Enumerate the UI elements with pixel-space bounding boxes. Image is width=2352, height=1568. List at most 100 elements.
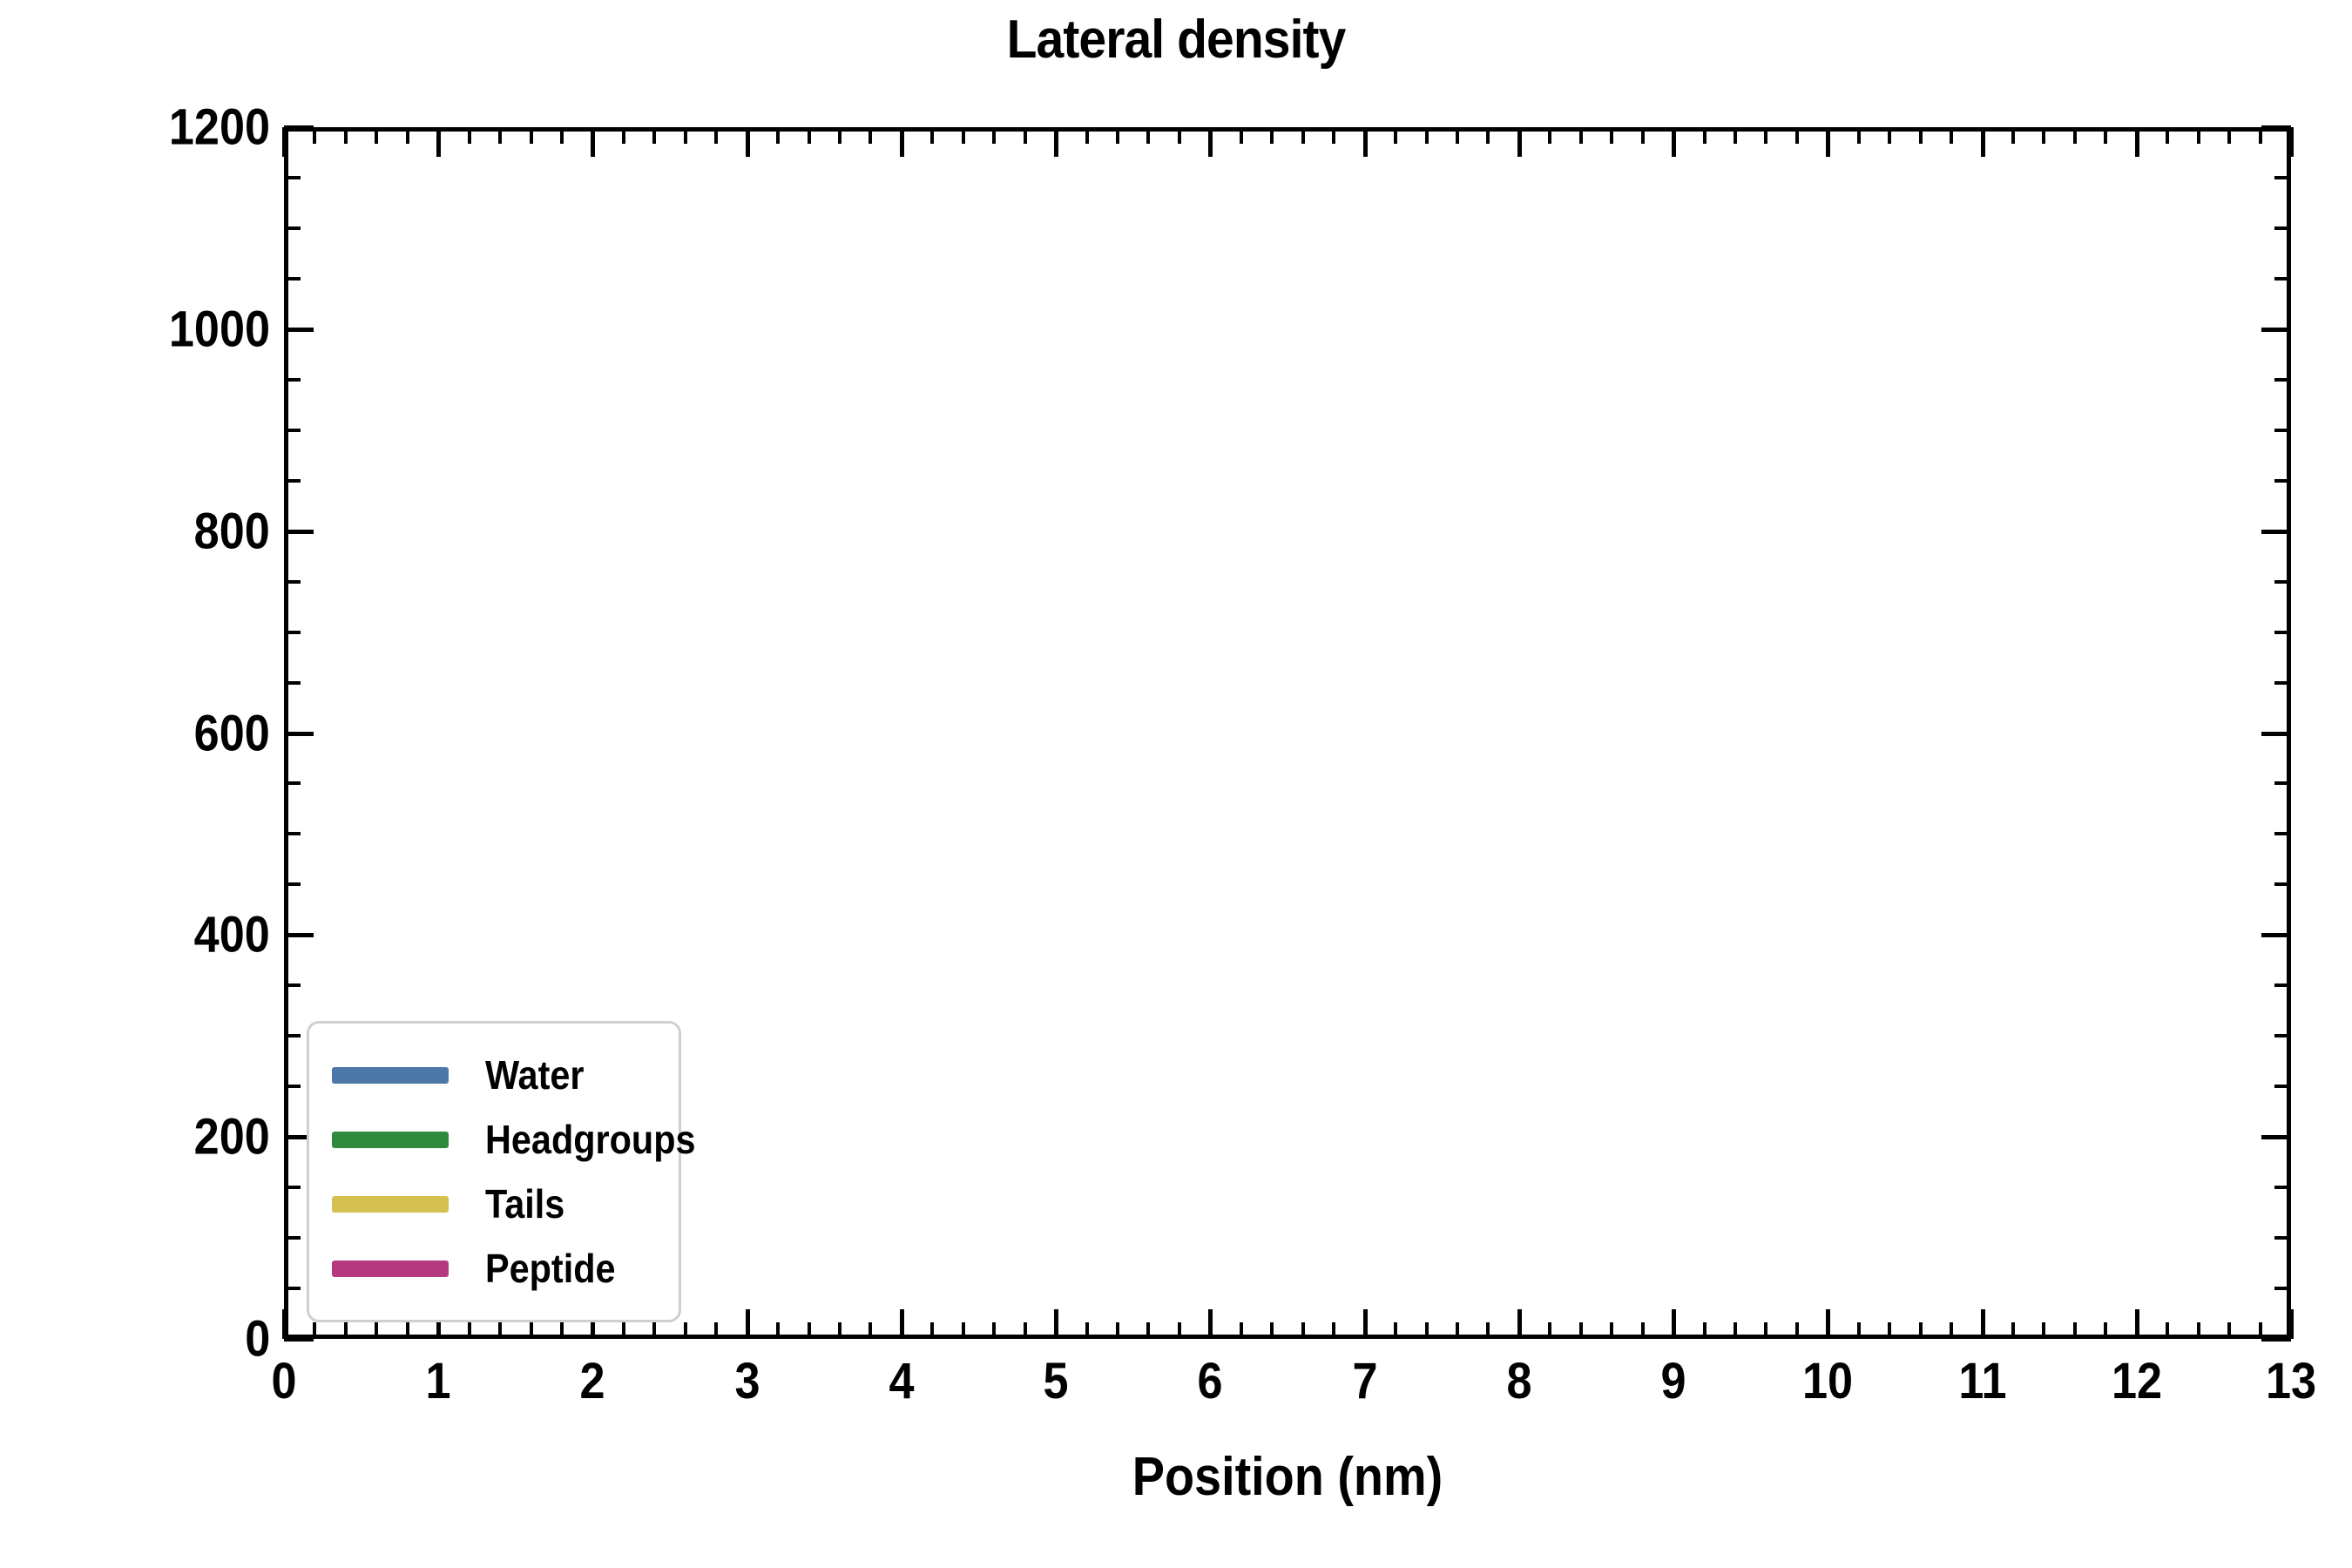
y-tick-label: 800 [193, 503, 270, 560]
axis-tick [2274, 630, 2291, 634]
axis-tick [284, 428, 301, 432]
axis-tick [1301, 127, 1305, 144]
y-tick-label: 200 [193, 1108, 270, 1166]
axis-tick [2261, 731, 2291, 736]
axis-tick [405, 127, 409, 144]
legend-swatch-headgroups [332, 1131, 449, 1148]
axis-tick [1918, 127, 1923, 144]
axis-tick [1980, 127, 1985, 157]
axis-tick [1455, 1322, 1459, 1339]
axis-tick [2104, 1322, 2108, 1339]
legend-item-headgroups[interactable]: Headgroups [332, 1107, 696, 1172]
axis-tick [284, 529, 314, 534]
axis-tick [683, 127, 687, 144]
axis-tick [1856, 1322, 1861, 1339]
axis-tick [2042, 127, 2046, 144]
axis-tick [652, 1322, 657, 1339]
legend-label: Headgroups [485, 1117, 696, 1162]
axis-tick [1085, 127, 1089, 144]
y-tick-label: 0 [244, 1310, 270, 1368]
x-tick-label: 10 [1802, 1353, 1854, 1409]
axis-tick [1116, 127, 1120, 144]
axis-tick [1640, 1322, 1645, 1339]
axis-tick [1270, 1322, 1274, 1339]
axis-tick [343, 1322, 348, 1339]
axis-tick [529, 127, 533, 144]
axis-tick [1672, 127, 1677, 157]
axis-tick [282, 1309, 287, 1339]
axis-tick [1054, 127, 1059, 157]
y-tick-label: 400 [193, 906, 270, 963]
axis-tick [621, 127, 625, 144]
axis-tick [838, 1322, 842, 1339]
axis-tick [2104, 127, 2108, 144]
axis-tick [2289, 1309, 2294, 1339]
axis-tick [961, 127, 965, 144]
axis-tick [1332, 127, 1336, 144]
axis-tick [2166, 1322, 2170, 1339]
axis-tick [1794, 127, 1799, 144]
x-axis-title: Position (nm) [1132, 1447, 1443, 1507]
axis-tick [284, 1337, 314, 1342]
axis-tick [2134, 1309, 2139, 1339]
axis-tick [284, 983, 301, 988]
axis-tick [284, 478, 301, 483]
axis-tick [807, 1322, 811, 1339]
axis-tick [405, 1322, 409, 1339]
axis-tick [683, 1322, 687, 1339]
legend-item-peptide[interactable]: Peptide [332, 1236, 649, 1301]
axis-tick [745, 1309, 750, 1339]
axis-tick [1610, 127, 1614, 144]
axis-tick [1239, 1322, 1243, 1339]
axis-tick [1394, 1322, 1398, 1339]
axis-tick [2261, 327, 2291, 332]
x-tick-label: 9 [1660, 1353, 1686, 1409]
axis-tick [2258, 127, 2262, 144]
axis-tick [2196, 1322, 2200, 1339]
axis-tick [1517, 127, 1522, 157]
axis-tick [2274, 377, 2291, 382]
axis-tick [284, 276, 301, 280]
legend-item-water[interactable]: Water [332, 1043, 649, 1107]
axis-tick [436, 127, 442, 157]
axis-tick [284, 630, 301, 634]
axis-tick [745, 127, 750, 157]
legend-swatch-water [332, 1066, 449, 1084]
axis-tick [2261, 933, 2291, 938]
axis-tick [1856, 127, 1861, 144]
axis-tick [1239, 127, 1243, 144]
axis-tick [652, 127, 657, 144]
axis-tick [2227, 1322, 2232, 1339]
x-tick-label: 8 [1506, 1353, 1532, 1409]
axis-tick [284, 175, 301, 179]
axis-tick [1054, 1309, 1059, 1339]
axis-tick [1085, 1322, 1089, 1339]
axis-tick [313, 127, 317, 144]
x-tick-label: 1 [425, 1353, 451, 1409]
axis-tick [1517, 1309, 1522, 1339]
axis-tick [1578, 127, 1583, 144]
axis-tick [2166, 127, 2170, 144]
axis-tick [1023, 127, 1027, 144]
axis-tick [529, 1322, 533, 1339]
legend-item-tails[interactable]: Tails [332, 1172, 649, 1236]
axis-tick [1424, 1322, 1429, 1339]
axis-tick [2274, 276, 2291, 280]
axis-tick [284, 882, 301, 887]
axis-tick [284, 1135, 314, 1140]
axis-tick [2274, 579, 2291, 584]
axis-tick [1548, 127, 1552, 144]
axis-tick [2274, 983, 2291, 988]
axis-tick [2274, 1287, 2291, 1291]
axis-tick [2042, 1322, 2046, 1339]
x-tick-label: 11 [1957, 1353, 2007, 1409]
axis-tick [1950, 127, 1954, 144]
axis-tick [2274, 680, 2291, 685]
axis-tick [2274, 1186, 2291, 1190]
x-tick-label: 3 [734, 1353, 760, 1409]
x-tick-label: 5 [1043, 1353, 1069, 1409]
axis-tick [2261, 529, 2291, 534]
axis-tick [1733, 127, 1737, 144]
axis-tick [1548, 1322, 1552, 1339]
